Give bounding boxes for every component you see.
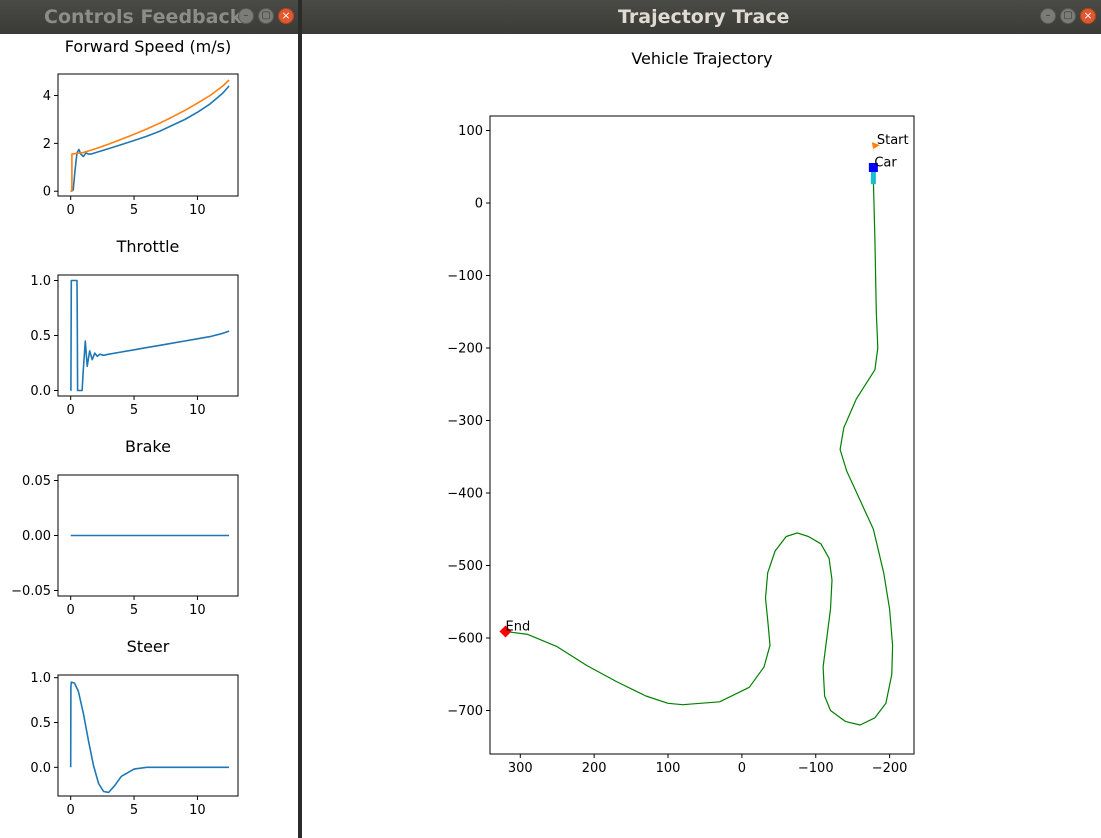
trajectory-ytick-label-1: 0 bbox=[475, 197, 483, 212]
speed-axes-frame bbox=[57, 73, 239, 197]
steer-series-line-0 bbox=[69, 681, 230, 794]
steer-xtick-label-1: 5 bbox=[130, 803, 138, 818]
speed-xtick-label-0: 0 bbox=[67, 203, 75, 218]
throttle-ytick-label-0: 0.0 bbox=[30, 384, 51, 399]
left-maximize-button[interactable]: ▢ bbox=[258, 8, 274, 24]
controls-figure: Forward Speed (m/s) 0 5 10 0 2 4 Throttle 0 5 10 0.… bbox=[0, 34, 298, 838]
start-marker-label: Start bbox=[877, 133, 909, 148]
trajectory-axes-frame bbox=[489, 115, 915, 755]
trajectory-figure: Vehicle Trajectory Start Car End 300 200 100 0 −… bbox=[302, 34, 1101, 838]
minimize-icon: – bbox=[243, 10, 249, 21]
trajectory-series-line-0 bbox=[505, 181, 894, 726]
close-icon: × bbox=[1083, 9, 1093, 22]
trajectory-xtick-label-0: 300 bbox=[508, 761, 533, 776]
trajectory-xtick-label-5: −200 bbox=[872, 761, 908, 776]
controls-feedback-window: Controls Feedback – ▢ × Forward Speed (m… bbox=[0, 0, 298, 838]
minimize-icon: – bbox=[1045, 10, 1051, 21]
end-marker-label: End bbox=[506, 619, 531, 634]
brake-ytick-label-1: 0.00 bbox=[22, 529, 51, 544]
trajectory-ytick-label-2: −100 bbox=[447, 269, 483, 284]
controls-figure-canvas: Forward Speed (m/s) 0 5 10 0 2 4 Throttle 0 5 10 0.… bbox=[11, 37, 239, 818]
trajectory-ytick-label-7: −600 bbox=[447, 632, 483, 647]
throttle-xtick-label-1: 5 bbox=[130, 403, 138, 418]
throttle-title: Throttle bbox=[116, 237, 180, 256]
speed-series-line-0 bbox=[70, 85, 230, 192]
left-titlebar[interactable]: Controls Feedback – ▢ × bbox=[0, 0, 298, 34]
trajectory-title: Vehicle Trajectory bbox=[631, 49, 772, 68]
trajectory-figure-canvas: Vehicle Trajectory Start Car End 300 200 100 0 −… bbox=[447, 49, 915, 776]
trajectory-chart: Vehicle Trajectory Start Car End 300 200 100 0 −… bbox=[447, 49, 915, 776]
brake-title: Brake bbox=[125, 437, 171, 456]
steer-ytick-label-2: 1.0 bbox=[30, 671, 51, 686]
speed-ytick-label-1: 2 bbox=[43, 137, 51, 152]
brake-xtick-label-0: 0 bbox=[67, 603, 75, 618]
throttle-ytick-label-1: 0.5 bbox=[30, 329, 51, 344]
throttle-ytick-label-2: 1.0 bbox=[30, 274, 51, 289]
trajectory-ytick-label-4: −300 bbox=[447, 414, 483, 429]
maximize-icon: ▢ bbox=[261, 10, 271, 21]
throttle-xtick-label-0: 0 bbox=[67, 403, 75, 418]
left-close-button[interactable]: × bbox=[278, 8, 294, 24]
right-close-button[interactable]: × bbox=[1080, 8, 1096, 24]
trajectory-xtick-label-2: 100 bbox=[656, 761, 681, 776]
right-minimize-button[interactable]: – bbox=[1040, 8, 1056, 24]
trajectory-ytick-label-5: −400 bbox=[447, 487, 483, 502]
speed-series-line-1 bbox=[70, 79, 230, 192]
trajectory-ytick-label-6: −500 bbox=[447, 559, 483, 574]
trajectory-ytick-label-8: −700 bbox=[447, 704, 483, 719]
left-minimize-button[interactable]: – bbox=[238, 8, 254, 24]
brake-xtick-label-1: 5 bbox=[130, 603, 138, 618]
trajectory-xtick-label-4: −100 bbox=[798, 761, 834, 776]
throttle-axes-frame bbox=[57, 274, 239, 397]
steer-ytick-label-1: 0.5 bbox=[30, 716, 51, 731]
trajectory-ytick-label-0: 100 bbox=[458, 124, 483, 139]
speed-xtick-label-1: 5 bbox=[130, 203, 138, 218]
speed-chart: Forward Speed (m/s) 0 5 10 0 2 4 bbox=[43, 37, 239, 218]
speed-ytick-label-0: 0 bbox=[43, 185, 51, 200]
steer-xtick-label-0: 0 bbox=[67, 803, 75, 818]
trajectory-ytick-label-3: −200 bbox=[447, 342, 483, 357]
brake-ytick-label-2: 0.05 bbox=[22, 474, 51, 489]
trajectory-xtick-label-3: 0 bbox=[738, 761, 746, 776]
brake-ytick-label-0: −0.05 bbox=[11, 584, 51, 599]
steer-xtick-label-2: 10 bbox=[189, 803, 206, 818]
start-marker bbox=[871, 142, 880, 154]
car-marker bbox=[868, 162, 878, 172]
right-window-title: Trajectory Trace bbox=[618, 6, 790, 28]
steer-title: Steer bbox=[127, 637, 170, 656]
car-marker-label: Car bbox=[874, 155, 897, 170]
throttle-xtick-label-2: 10 bbox=[189, 403, 206, 418]
brake-xtick-label-2: 10 bbox=[189, 603, 206, 618]
close-icon: × bbox=[281, 9, 291, 22]
left-window-title: Controls Feedback bbox=[44, 6, 243, 28]
throttle-chart: Throttle 0 5 10 0.0 0.5 1.0 bbox=[30, 237, 239, 418]
trajectory-trace-window: Trajectory Trace – ▢ × Vehicle Trajector… bbox=[302, 0, 1101, 838]
speed-title: Forward Speed (m/s) bbox=[65, 37, 231, 56]
end-marker bbox=[499, 625, 512, 638]
throttle-series-line-0 bbox=[70, 279, 230, 392]
steer-ytick-label-0: 0.0 bbox=[30, 761, 51, 776]
trajectory-xtick-label-1: 200 bbox=[582, 761, 607, 776]
right-titlebar[interactable]: Trajectory Trace – ▢ × bbox=[302, 0, 1101, 34]
steer-axes-frame bbox=[57, 674, 239, 797]
speed-ytick-label-2: 4 bbox=[43, 89, 51, 104]
brake-chart: Brake 0 5 10 −0.05 0.00 0.05 bbox=[11, 437, 239, 618]
speed-xtick-label-2: 10 bbox=[189, 203, 206, 218]
steer-chart: Steer 0 5 10 0.0 0.5 1.0 bbox=[30, 637, 239, 818]
maximize-icon: ▢ bbox=[1063, 10, 1073, 21]
right-maximize-button[interactable]: ▢ bbox=[1060, 8, 1076, 24]
